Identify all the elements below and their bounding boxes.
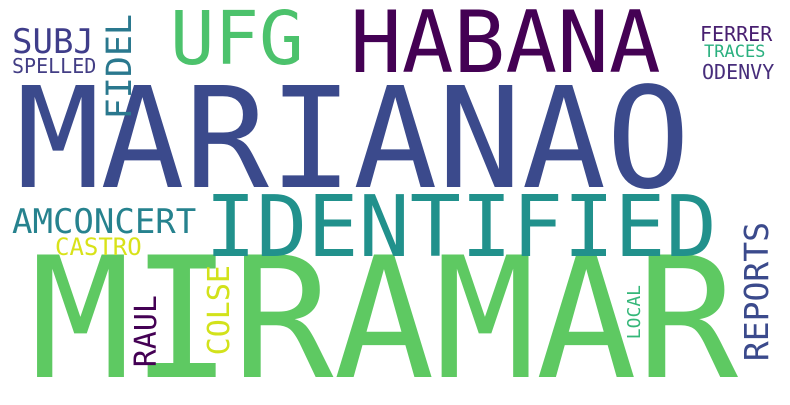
word-miramar: MIRAMAR: [30, 221, 739, 405]
word-odenvy: ODENVY: [702, 60, 775, 84]
word-castro: CASTRO: [55, 233, 142, 261]
word-marianao: MARIANAO: [16, 58, 691, 221]
word-traces: TRACES: [704, 42, 766, 62]
word-local: LOCAL: [624, 285, 645, 340]
word-habana: HABANA: [350, 0, 661, 93]
word-reports: REPORTS: [737, 222, 776, 362]
word-subj: SUBJ: [12, 22, 94, 62]
word-spelled: SPELLED: [12, 54, 97, 78]
word-raul: RAUL: [129, 295, 164, 368]
word-fidel: FIDEL: [100, 14, 140, 120]
word-identified: IDENTIFIED: [205, 178, 717, 277]
word-ferrer: FERRER: [700, 22, 773, 46]
word-amconcert: AMCONCERT: [12, 202, 197, 242]
word-ufg: UFG: [170, 0, 304, 82]
word-colse: COLSE: [202, 265, 237, 356]
